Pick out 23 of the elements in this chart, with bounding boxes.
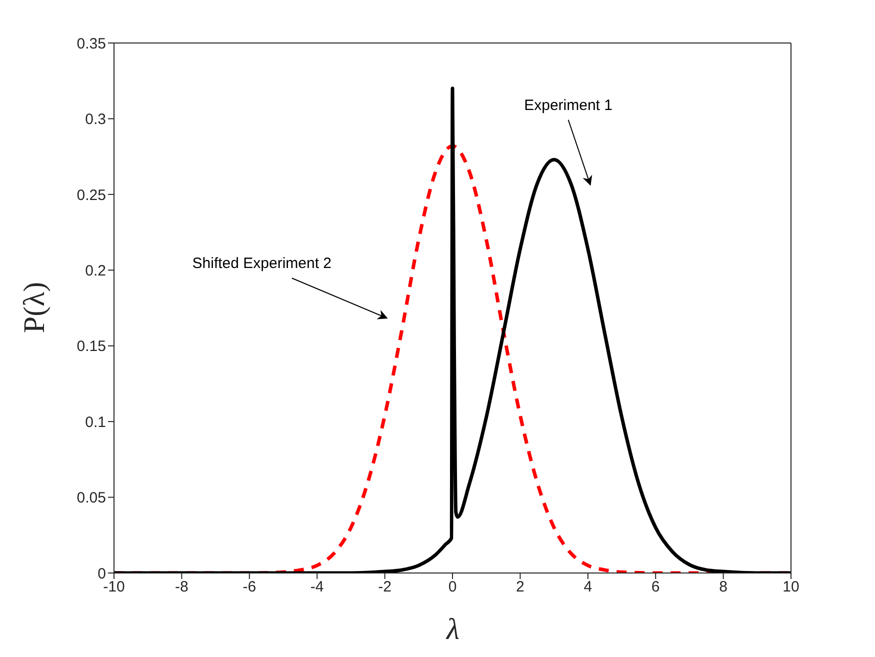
y-axis-title: P(λ) — [18, 282, 51, 334]
y-tick-label: 0.15 — [76, 338, 106, 356]
annotation: Experiment 1 — [524, 96, 612, 114]
y-tick-label: 0.2 — [85, 262, 106, 280]
x-tick-label: -8 — [175, 578, 188, 596]
x-axis-title: λ — [446, 613, 460, 646]
y-tick-label: 0.1 — [85, 414, 106, 431]
y-tick-label: 0.35 — [76, 35, 106, 52]
x-tick-label: -6 — [242, 578, 256, 596]
x-tick-label: 6 — [651, 578, 660, 596]
y-tick-label: 0.3 — [85, 111, 106, 128]
y-tick-label: 0 — [98, 565, 106, 582]
x-tick-label: 8 — [719, 578, 728, 596]
x-tick-label: -2 — [378, 578, 392, 596]
x-tick-label: 0 — [448, 578, 457, 596]
x-tick-label: -4 — [310, 578, 324, 596]
y-tick-label: 0.25 — [76, 186, 106, 204]
x-tick-label: 10 — [782, 578, 800, 596]
x-tick-label: -10 — [103, 578, 125, 596]
y-tick-label: 0.05 — [76, 490, 106, 507]
x-tick-label: 4 — [584, 578, 592, 596]
annotation: Shifted Experiment 2 — [192, 255, 332, 272]
x-tick-label: 2 — [516, 578, 524, 596]
